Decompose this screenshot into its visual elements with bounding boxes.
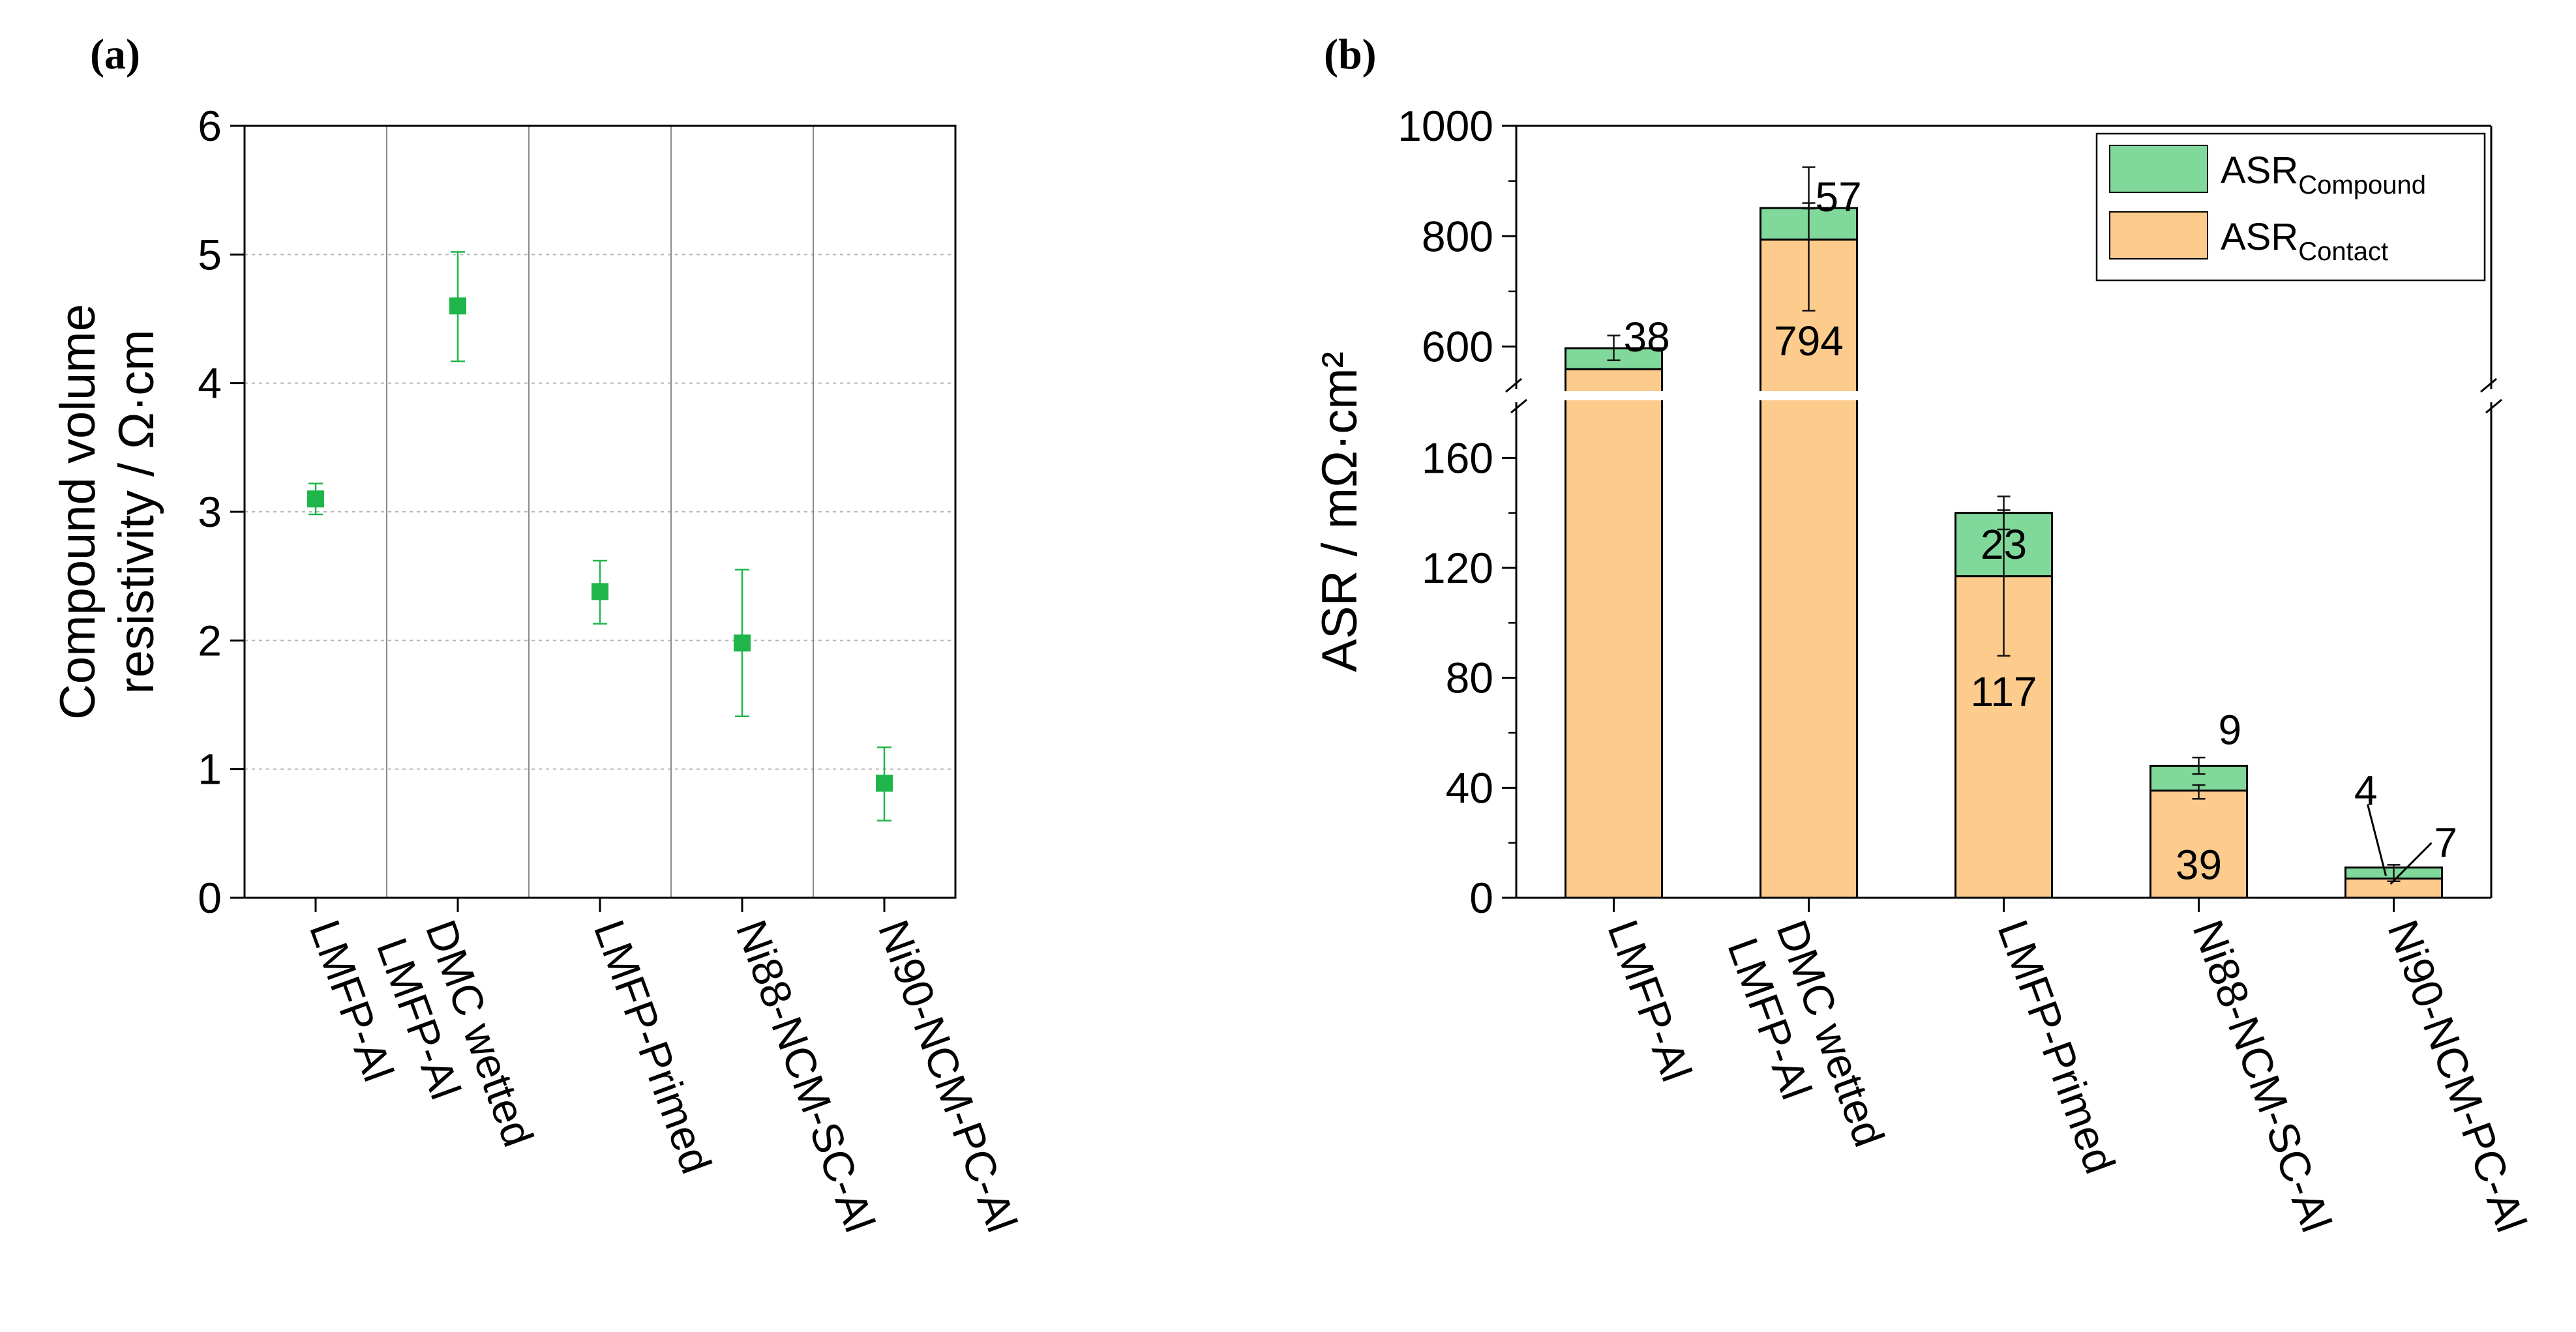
panel-b-leader-line [2389, 842, 2433, 885]
panel-b-y-axis: 0 40 80 120 160 600 800 1000 [1398, 102, 1516, 922]
panel-b-bar-contact [1565, 368, 1663, 899]
panel-b-y-tick-label: 1000 [1398, 102, 1493, 150]
panel-b-y-tick-label: 80 [1446, 654, 1493, 702]
panel-b-label-compound: 57 [1816, 173, 1862, 220]
panel-a-gridlines [245, 254, 955, 770]
panel-b-x-tick-label: DMC wettedLMFP-Al [1718, 913, 1894, 1170]
panel-a-x-tick-label: DMC wettedLMFP-Al [368, 913, 543, 1170]
panel-a-x-tick-label: Ni88-NCM-SC-Al [727, 913, 884, 1237]
panel-b-bar-contact [2149, 790, 2248, 899]
panel-a-label: (a) [90, 31, 140, 78]
panel-a-y-tick-label: 2 [198, 616, 222, 664]
panel-b-y-tick-label: 160 [1422, 434, 1493, 482]
panel-b-x-tick-label-line: Ni88-NCM-SC-Al [2183, 913, 2341, 1237]
panel-b-y-tick-label: 600 [1422, 323, 1493, 371]
panel-b-legend-label-sub: Compound [2298, 171, 2426, 200]
panel-a-data-point [734, 634, 751, 652]
panel-b-bars: 55979411739385723947 [1518, 166, 2490, 899]
panel-a-x-tick-label: LMFP-Primed [585, 913, 721, 1179]
panel-b-y-tick-label: 120 [1422, 544, 1493, 592]
panel-a-y-tick-label: 3 [198, 488, 222, 536]
panel-b-label-compound: 38 [1624, 314, 1670, 361]
panel-b-label-compound: 9 [2219, 707, 2242, 754]
panel-b-label-contact: 39 [2176, 841, 2222, 888]
panel-b-legend-swatch [2109, 145, 2208, 193]
panel-b-legend-label: ASRCompound [2221, 149, 2426, 200]
panel-a-separators [386, 126, 814, 898]
panel-b-break-mark [2485, 398, 2502, 414]
panel-b-label: (b) [1324, 31, 1377, 78]
panel-a-x-tick-label-line: Ni90-NCM-PC-Al [869, 913, 1026, 1237]
panel-b-label-contact: 7 [2434, 820, 2458, 866]
panel-a-x-tick-label: Ni90-NCM-PC-Al [869, 913, 1026, 1237]
panel-a-y-tick-label: 5 [198, 230, 222, 278]
panel-b-x-tick-label: Ni90-NCM-PC-Al [2378, 913, 2536, 1237]
panel-b-plot-frame [1505, 125, 2502, 899]
panel-b-label-contact: 794 [1774, 318, 1844, 364]
panel-a-x-axis: LMFP-Al DMC wettedLMFP-Al LMFP-Primed Ni88-… [301, 898, 1026, 1238]
panel-b-break-mark [1510, 398, 1527, 414]
panel-a-y-title-line1: Compound volume [50, 304, 106, 720]
panel-b-x-axis: LMFP-Al DMC wettedLMFP-Al LMFP-Primed Ni88-… [1598, 898, 2536, 1238]
panel-b-x-tick-label-line: LMFP-Primed [1988, 913, 2125, 1179]
panel-b-y-tick-label: 40 [1446, 763, 1493, 812]
panel-b-x-tick-label: LMFP-Al [1598, 913, 1701, 1088]
panel-b-legend-label-base: ASR [2221, 216, 2298, 258]
panel-b-y-tick-label: 0 [1469, 874, 1493, 922]
panel-a-y-title: Compound volume resistivity / Ω·cm [50, 304, 164, 720]
panel-a-y-tick-label: 4 [198, 359, 222, 407]
panel-b-x-tick-label: Ni88-NCM-SC-Al [2183, 913, 2341, 1237]
panel-b-label-contact: 117 [1970, 668, 2037, 715]
panel-a-x-tick-label-line: LMFP-Primed [585, 913, 721, 1179]
panel-a-data-point [307, 490, 324, 508]
panel-b-label-compound: 4 [2354, 767, 2378, 814]
panel-a-y-axis: 0 1 2 3 4 5 6 [198, 102, 245, 922]
panel-a-y-title-line2: resistivity / Ω·cm [109, 329, 164, 694]
panel-a-x-tick-label-line: Ni88-NCM-SC-Al [727, 913, 884, 1237]
panel-b-legend-label-base: ASR [2221, 149, 2298, 192]
panel-b-leader-line [2367, 804, 2387, 876]
panel-a-data-point [876, 775, 893, 792]
panel-b-y-tick-label: 800 [1422, 212, 1493, 260]
panel-a-y-tick-label: 1 [198, 745, 222, 793]
panel-a-data-point [449, 297, 466, 315]
panel-b-x-tick-label: LMFP-Primed [1988, 913, 2125, 1179]
panel-b-x-tick-label-line: Ni90-NCM-PC-Al [2378, 913, 2536, 1237]
panel-b-legend-label: ASRContact [2221, 216, 2388, 266]
panel-b-break-mark [2480, 377, 2497, 393]
panel-b-label-compound: 23 [1981, 521, 2027, 568]
panel-a-y-tick-label: 0 [198, 874, 222, 922]
panel-b-break-mark [1505, 377, 1522, 393]
panel-b-legend-label-sub: Contact [2298, 237, 2388, 266]
panel-a-y-tick-label: 6 [198, 102, 222, 150]
panel-a-points [307, 251, 893, 821]
panel-b-x-tick-label-line: LMFP-Al [1598, 913, 1701, 1088]
panel-b-y-title: ASR / mΩ·cm² [1312, 351, 1368, 672]
panel-b-legend-swatch [2109, 211, 2208, 259]
panel-a-data-point [592, 583, 608, 600]
panel-b-axis-break-gap [1518, 391, 2490, 400]
